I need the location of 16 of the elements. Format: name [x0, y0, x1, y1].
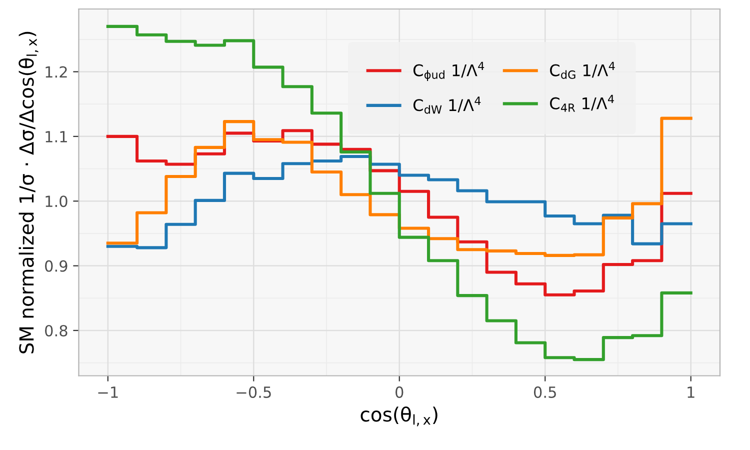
y-tick-label: 1.0: [46, 196, 68, 208]
x-tick-label: 1: [688, 386, 694, 398]
x-tick-label: 0.5: [534, 386, 556, 398]
y-axis-title: SM normalized 1/σ · Δσ/Δcos(θ$_{l,x}$): [18, 32, 38, 354]
x-tick-label: −1: [98, 386, 118, 398]
y-tick-label: 0.9: [45, 260, 68, 272]
x-axis-title: cos(θ$_{l,x}$): [360, 406, 438, 426]
legend-label: C$_{4R}$ 1/Λ$^{4}$: [550, 94, 614, 112]
y-tick-label: 1.1: [46, 131, 67, 142]
legend-label: C$_{ϕud}$ 1/Λ$^{4}$: [413, 62, 484, 82]
y-tick-label: 0.8: [45, 324, 68, 336]
y-tick-label: 1.2: [46, 66, 67, 78]
x-tick-label: −0.5: [236, 386, 271, 398]
legend-label: C$_{dG}$ 1/Λ$^{4}$: [550, 62, 615, 79]
legend-label: C$_{dW}$ 1/Λ$^{4}$: [413, 96, 481, 114]
x-tick-label: 0: [396, 386, 404, 398]
